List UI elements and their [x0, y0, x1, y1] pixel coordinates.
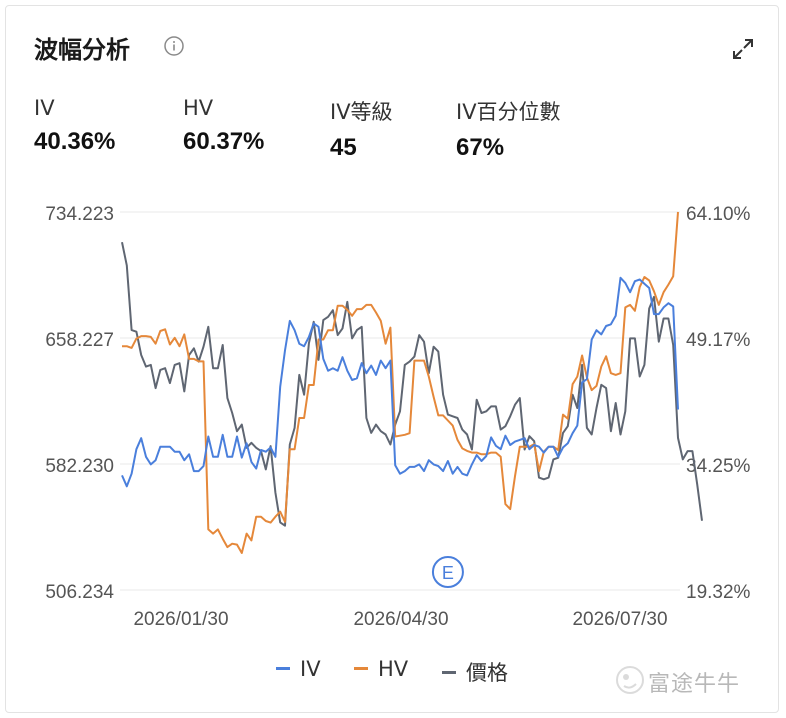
legend-iv-swatch: [276, 666, 290, 670]
series-line-price: [121, 241, 703, 527]
stat-iv-percentile-value: 67%: [456, 134, 505, 161]
y-left-tick-label: 582.230: [45, 456, 114, 477]
legend-price-label: 價格: [466, 661, 508, 685]
stat-hv: HV 60.37%: [183, 96, 264, 156]
y-right-tick-label: 34.25%: [686, 456, 751, 477]
stat-iv-label: IV: [34, 96, 55, 120]
legend-hv-swatch: [354, 666, 368, 670]
y-right-tick-label: 19.32%: [686, 582, 751, 603]
event-marker: [431, 556, 464, 588]
legend-iv[interactable]: IV: [276, 657, 321, 681]
stat-iv: IV 40.36%: [34, 96, 115, 156]
legend-price[interactable]: 價格: [442, 657, 508, 687]
stat-hv-value: 60.37%: [183, 128, 265, 155]
watermark-text: 富途牛牛: [648, 672, 741, 697]
legend-hv[interactable]: HV: [354, 657, 408, 681]
series-line-iv: [121, 276, 679, 488]
x-tick-label: 2026/07/30: [572, 609, 667, 630]
futu-logo-watermark: [616, 666, 644, 694]
y-right-tick-label: 64.10%: [686, 204, 751, 225]
y-left-tick-label: 734.223: [45, 204, 114, 225]
stat-iv-rank-value: 45: [330, 134, 357, 161]
y-left-tick-label: 658.227: [45, 330, 114, 351]
x-tick-label: 2026/04/30: [353, 609, 448, 630]
legend-iv-label: IV: [300, 657, 321, 681]
stat-hv-label: HV: [183, 96, 214, 120]
x-tick-label: 2026/01/30: [133, 609, 228, 630]
info-icon[interactable]: [164, 36, 184, 56]
legend-hv-label: HV: [378, 657, 409, 681]
y-left-tick-label: 506.234: [45, 582, 114, 603]
stat-iv-rank-label: IV等級: [330, 100, 393, 124]
stat-iv-percentile-label: IV百分位數: [456, 100, 561, 124]
stat-iv-value: 40.36%: [34, 128, 116, 155]
expand-icon[interactable]: [730, 36, 756, 62]
stat-iv-rank: IV等級 45: [330, 96, 393, 162]
event-marker-label: E: [442, 563, 454, 583]
y-right-tick-label: 49.17%: [686, 330, 751, 351]
series-line-hv: [122, 211, 679, 554]
stat-iv-percentile: IV百分位數 67%: [456, 96, 561, 162]
legend-price-swatch: [442, 670, 456, 674]
card-title: 波幅分析: [34, 36, 130, 64]
